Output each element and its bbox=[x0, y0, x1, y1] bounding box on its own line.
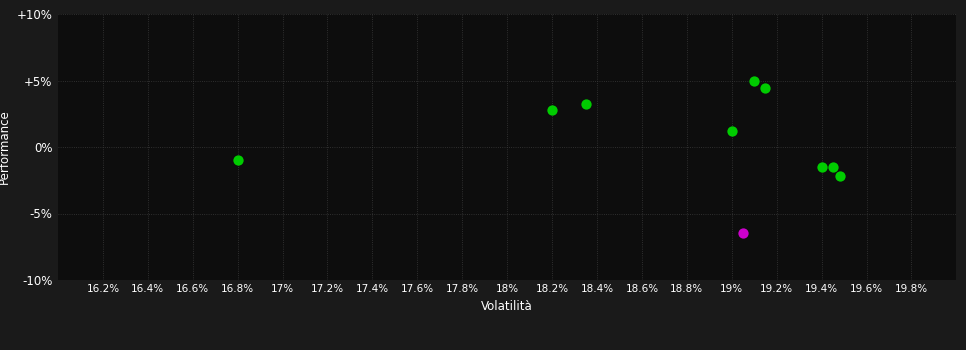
Point bbox=[747, 78, 762, 83]
Y-axis label: Performance: Performance bbox=[0, 110, 11, 184]
Point bbox=[578, 102, 593, 107]
Point bbox=[825, 164, 840, 170]
X-axis label: Volatilità: Volatilità bbox=[481, 300, 533, 313]
Point bbox=[757, 86, 773, 91]
Point bbox=[735, 231, 751, 236]
Point bbox=[832, 174, 847, 179]
Point bbox=[230, 158, 245, 163]
Point bbox=[724, 128, 740, 134]
Point bbox=[545, 107, 560, 113]
Point bbox=[813, 164, 829, 170]
